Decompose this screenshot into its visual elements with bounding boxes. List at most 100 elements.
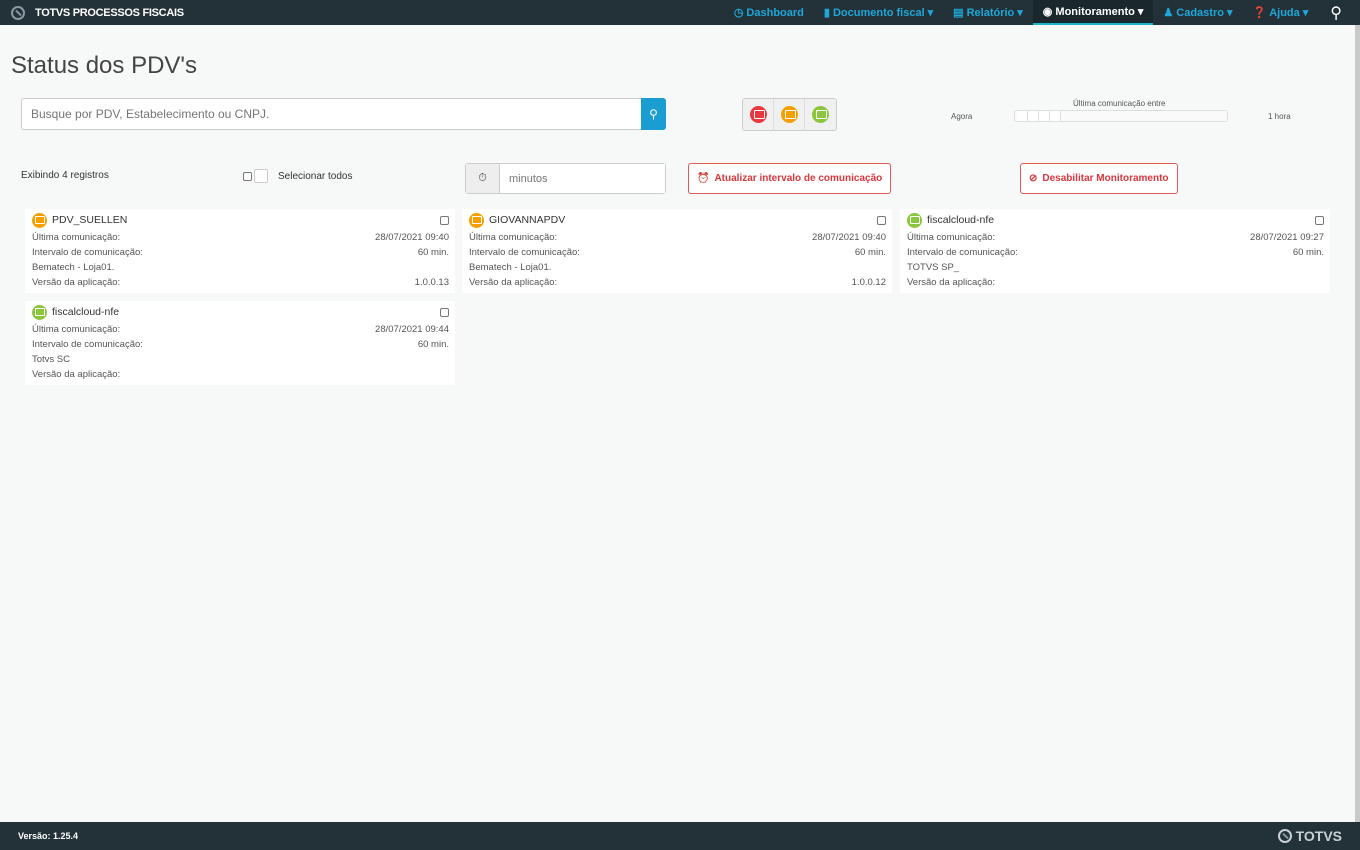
pdv-checkbox[interactable] bbox=[440, 307, 449, 317]
records-count: Exibindo 4 registros bbox=[21, 170, 109, 181]
version-label: Versão da aplicação: bbox=[32, 369, 121, 380]
interval-label: Intervalo de comunicação: bbox=[32, 247, 143, 258]
interval-value: 60 min. bbox=[1292, 247, 1324, 258]
store-name: Bematech - Loja01. bbox=[469, 262, 552, 273]
pdv-name: fiscalcloud-nfe bbox=[927, 214, 995, 226]
nav-documento-fiscal[interactable]: ▮ Documento fiscal ▾ bbox=[823, 6, 934, 20]
app-title: TOTVS PROCESSOS FISCAIS bbox=[35, 6, 184, 19]
filter-offline-button[interactable] bbox=[743, 99, 774, 130]
version-value: 1.0.0.13 bbox=[414, 277, 449, 288]
interval-label: Intervalo de comunicação: bbox=[907, 247, 1018, 258]
top-navbar: TOTVS PROCESSOS FISCAIS ◷ Dashboard ▮ Docu… bbox=[0, 0, 1360, 25]
pdv-name: GIOVANNAPDV bbox=[489, 214, 566, 226]
main-menu: ◷ Dashboard ▮ Documento fiscal ▾ ▤ Relatório… bbox=[724, 0, 1360, 25]
monitor-status-icon bbox=[907, 212, 922, 228]
store-name: Totvs SC bbox=[32, 354, 71, 365]
interval-value: 60 min. bbox=[417, 339, 449, 350]
monitor-status-icon bbox=[32, 304, 47, 320]
search-input[interactable] bbox=[21, 98, 641, 130]
disable-monitoring-button[interactable]: ⊘ Desabilitar Monitoramento bbox=[1020, 163, 1178, 194]
monitor-orange-icon bbox=[780, 106, 798, 123]
version-value: 1.0.0.12 bbox=[851, 277, 886, 288]
eye-icon: ◉ bbox=[1042, 6, 1053, 18]
slider-handle-min[interactable] bbox=[1017, 111, 1028, 121]
last-comm-label: Última comunicação: bbox=[32, 324, 121, 335]
nav-relatorio[interactable]: ▤ Relatório ▾ bbox=[953, 6, 1023, 20]
slider-handle-max[interactable] bbox=[1050, 111, 1061, 121]
pdv-card: fiscalcloud-nfe Última comunicação: 28/07… bbox=[25, 301, 455, 385]
minutes-input[interactable] bbox=[500, 164, 665, 193]
interval-minutes-field: ⏱ bbox=[465, 163, 666, 194]
interval-label: Intervalo de comunicação: bbox=[32, 339, 143, 350]
pdv-card: GIOVANNAPDV Última comunicação: 28/07/202… bbox=[462, 209, 892, 293]
slider-handle[interactable] bbox=[1039, 111, 1050, 121]
filter-online-button[interactable] bbox=[805, 99, 836, 130]
status-filter-group bbox=[742, 98, 837, 131]
app-version: Versão: 1.25.4 bbox=[18, 831, 79, 841]
search-bar: ⚲ bbox=[21, 98, 666, 130]
last-comm-label: Última comunicação: bbox=[32, 232, 121, 243]
footer: Versão: 1.25.4 TOTVS bbox=[0, 822, 1360, 850]
version-label: Versão da aplicação: bbox=[32, 277, 121, 288]
select-all[interactable]: Selecionar todos bbox=[243, 169, 353, 183]
interval-label: Intervalo de comunicação: bbox=[469, 247, 580, 258]
monitor-green-icon bbox=[812, 106, 829, 123]
interval-value: 60 min. bbox=[854, 247, 886, 258]
version-label: Versão da aplicação: bbox=[907, 277, 996, 288]
last-comm-value: 28/07/2021 09:27 bbox=[1250, 232, 1324, 243]
last-comm-value: 28/07/2021 09:40 bbox=[812, 232, 886, 243]
nav-dashboard[interactable]: ◷ Dashboard bbox=[733, 6, 804, 20]
select-all-toggle[interactable] bbox=[254, 169, 268, 183]
version-label: Versão da aplicação: bbox=[469, 277, 558, 288]
totvs-logo-icon bbox=[11, 5, 25, 20]
user-plus-icon: ♟ bbox=[1163, 7, 1174, 19]
update-interval-button[interactable]: ⏰ Atualizar intervalo de comunicação bbox=[688, 163, 892, 194]
totvs-footer-logo: TOTVS bbox=[1277, 828, 1342, 844]
caret-down-icon: ▾ bbox=[927, 7, 934, 19]
last-comm-label: Última comunicação: bbox=[469, 232, 558, 243]
communication-range-slider[interactable] bbox=[1014, 110, 1228, 122]
pdv-checkbox[interactable] bbox=[1315, 215, 1324, 225]
monitor-status-icon bbox=[469, 212, 484, 228]
slider-handle[interactable] bbox=[1028, 111, 1039, 121]
pdv-checkbox[interactable] bbox=[877, 215, 886, 225]
eye-slash-icon: ⊘ bbox=[1029, 173, 1038, 184]
last-comm-value: 28/07/2021 09:40 bbox=[375, 232, 449, 243]
monitor-status-icon bbox=[32, 212, 47, 228]
caret-down-icon: ▾ bbox=[1017, 7, 1023, 19]
caret-down-icon: ▾ bbox=[1302, 7, 1309, 19]
range-label: Última comunicação entre bbox=[1073, 99, 1166, 108]
pdv-name: fiscalcloud-nfe bbox=[52, 306, 120, 318]
caret-down-icon: ▾ bbox=[1226, 7, 1233, 19]
search-icon: ⚲ bbox=[649, 107, 658, 121]
store-name: Bematech - Loja01. bbox=[32, 262, 115, 273]
nav-cadastro[interactable]: ♟ Cadastro ▾ bbox=[1163, 6, 1233, 20]
interval-value: 60 min. bbox=[417, 247, 449, 258]
caret-down-icon: ▾ bbox=[1137, 6, 1144, 18]
monitor-red-icon bbox=[749, 106, 767, 123]
totvs-logo-icon bbox=[1277, 829, 1292, 843]
question-icon: ❓ bbox=[1252, 7, 1267, 19]
nav-monitoramento[interactable]: ◉ Monitoramento ▾ bbox=[1032, 0, 1154, 25]
pdv-name: PDV_SUELLEN bbox=[52, 214, 128, 226]
clock-icon: ◷ bbox=[733, 7, 744, 19]
filter-warning-button[interactable] bbox=[774, 99, 805, 130]
report-icon: ▤ bbox=[953, 7, 964, 19]
range-max-label: 1 hora bbox=[1268, 112, 1291, 121]
last-comm-label: Última comunicação: bbox=[907, 232, 996, 243]
file-icon: ▮ bbox=[823, 7, 830, 19]
page-title: Status dos PDV's bbox=[11, 52, 197, 79]
pdv-checkbox[interactable] bbox=[440, 215, 449, 225]
nav-ajuda[interactable]: ❓ Ajuda ▾ bbox=[1252, 6, 1309, 20]
user-menu-icon[interactable]: ⚲ bbox=[1330, 4, 1342, 22]
page-scrollbar[interactable] bbox=[1355, 25, 1360, 822]
range-min-label: Agora bbox=[951, 112, 973, 121]
pdv-card: fiscalcloud-nfe Última comunicação: 28/07… bbox=[900, 209, 1330, 293]
stopwatch-icon: ⏱ bbox=[466, 164, 500, 193]
select-all-checkbox[interactable] bbox=[243, 171, 252, 181]
last-comm-value: 28/07/2021 09:44 bbox=[375, 324, 449, 335]
alarm-clock-icon: ⏰ bbox=[697, 173, 710, 184]
search-button[interactable]: ⚲ bbox=[641, 98, 666, 130]
store-name: TOTVS SP_ bbox=[907, 262, 960, 273]
pdv-card: PDV_SUELLEN Última comunicação: 28/07/202… bbox=[25, 209, 455, 293]
